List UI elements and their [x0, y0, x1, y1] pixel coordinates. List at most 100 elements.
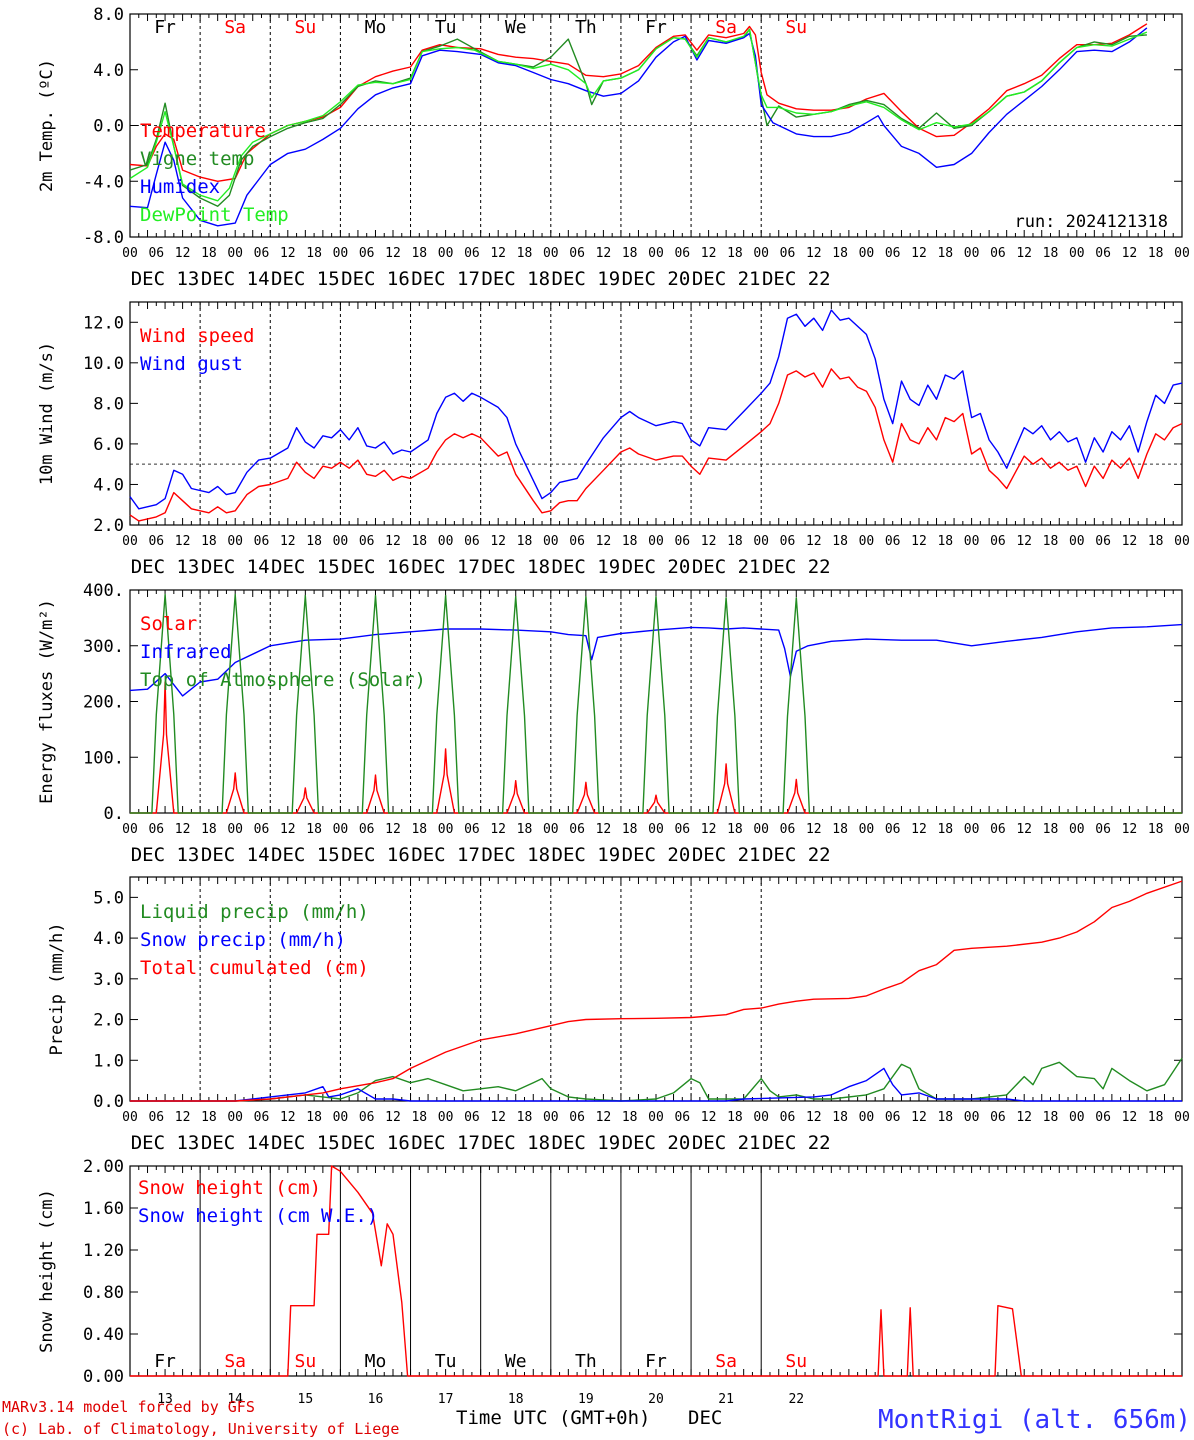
weekday-label: Su	[294, 1351, 316, 1372]
hour-tick-label: 00	[1069, 822, 1085, 837]
y-tick-label: 4.0	[93, 61, 124, 81]
hour-tick-label: 12	[490, 822, 506, 837]
day-number-label: 13	[157, 1392, 173, 1407]
date-label: DEC 22	[762, 268, 831, 290]
hour-tick-label: 00	[227, 1110, 243, 1125]
hour-tick-label: 00	[753, 246, 769, 261]
day-number-label: 19	[578, 1392, 594, 1407]
hour-tick-label: 00	[227, 822, 243, 837]
y-tick-label: 10.0	[83, 354, 124, 374]
hour-tick-label: 18	[1043, 246, 1059, 261]
day-number-label: 17	[438, 1392, 454, 1407]
hour-tick-label: 12	[1122, 1110, 1138, 1125]
date-label: DEC 15	[271, 268, 340, 290]
date-label: DEC 15	[271, 556, 340, 578]
lab-credit: (c) Lab. of Climatology, University of L…	[2, 1420, 399, 1438]
hour-tick-label: 18	[517, 1110, 533, 1125]
hour-tick-label: 06	[569, 534, 585, 549]
hour-tick-label: 06	[990, 246, 1006, 261]
panel-4: 5.0 4.0 3.0 2.0 1.0 0.0 Precip (mm/h) 00 06 12 18 0…	[47, 876, 1190, 1154]
y-tick-label: 4.0	[93, 929, 124, 949]
date-label: DEC 17	[411, 844, 480, 866]
hour-tick-label: 18	[517, 246, 533, 261]
hour-tick-label: 12	[175, 1110, 191, 1125]
y-tick-label: 5.0	[93, 888, 124, 908]
hour-tick-label: 00	[438, 534, 454, 549]
hour-tick-label: 12	[280, 534, 296, 549]
hour-tick-label: 06	[780, 534, 796, 549]
day-number-label: 14	[227, 1392, 243, 1407]
hour-tick-label: 18	[411, 822, 427, 837]
date-label: DEC 22	[762, 844, 831, 866]
legend-entry: Infrared	[140, 641, 232, 663]
panel-3: 400. 300. 200. 100. 0. Energy fluxes (W/m²) 00…	[37, 581, 1190, 866]
hour-tick-label: 12	[280, 246, 296, 261]
series-line-liquid-precip-mm-h-	[130, 1057, 1183, 1102]
hour-tick-label: 18	[622, 246, 638, 261]
day-number-label: 18	[508, 1392, 524, 1407]
y-tick-label: 8.0	[93, 5, 124, 25]
hour-tick-label: 06	[359, 822, 375, 837]
date-label: DEC 19	[552, 1132, 621, 1154]
hour-tick-label: 12	[280, 1110, 296, 1125]
day-number-label: 21	[718, 1392, 734, 1407]
date-label: DEC 20	[622, 1132, 691, 1154]
hour-tick-label: 06	[569, 822, 585, 837]
hour-tick-label: 18	[937, 534, 953, 549]
hour-tick-label: 00	[964, 246, 980, 261]
y-axis-label: 2m Temp. (ºC)	[37, 59, 57, 192]
hour-tick-label: 00	[964, 822, 980, 837]
plot-frame	[129, 589, 1183, 814]
hour-tick-label: 12	[911, 246, 927, 261]
hour-tick-label: 18	[1043, 534, 1059, 549]
hour-tick-label: 12	[490, 246, 506, 261]
date-label: DEC 21	[692, 1132, 761, 1154]
hour-tick-label: 18	[727, 246, 743, 261]
y-tick-label: 2.0	[93, 1011, 124, 1031]
date-label: DEC 20	[622, 268, 691, 290]
hour-tick-label: 00	[543, 1110, 559, 1125]
weekday-label: Sa	[715, 1351, 737, 1372]
hour-tick-label: 12	[385, 534, 401, 549]
hour-tick-label: 12	[911, 534, 927, 549]
hour-tick-label: 18	[201, 1110, 217, 1125]
weekday-label: Fr	[154, 1351, 176, 1372]
hour-tick-label: 12	[806, 246, 822, 261]
hour-tick-label: 18	[1043, 1110, 1059, 1125]
hour-tick-label: 06	[990, 534, 1006, 549]
series-line-dewpoint-temp	[129, 28, 1148, 202]
hour-tick-label: 18	[306, 1110, 322, 1125]
date-label: DEC 14	[201, 844, 270, 866]
hour-tick-label: 06	[990, 822, 1006, 837]
hour-tick-label: 12	[385, 1110, 401, 1125]
weekday-label: Su	[785, 1351, 807, 1372]
date-label: DEC 17	[411, 1132, 480, 1154]
hour-tick-label: 18	[832, 534, 848, 549]
hour-tick-label: 18	[201, 534, 217, 549]
series-line-snow-height-cm-	[130, 1165, 1182, 1377]
hour-tick-label: 00	[1174, 534, 1190, 549]
hour-tick-label: 00	[333, 822, 349, 837]
hour-tick-label: 18	[832, 246, 848, 261]
hour-tick-label: 06	[148, 534, 164, 549]
hour-tick-label: 06	[569, 246, 585, 261]
weekday-label: Sa	[224, 17, 246, 38]
legend-entry: Top of Atmosphere (Solar)	[140, 669, 426, 691]
weekday-label: Su	[294, 17, 316, 38]
hour-tick-label: 18	[622, 822, 638, 837]
hour-tick-label: 06	[254, 246, 270, 261]
y-tick-label: 1.60	[83, 1199, 124, 1219]
y-tick-label: 1.0	[93, 1051, 124, 1071]
hour-tick-label: 18	[201, 246, 217, 261]
time-axis-label: Time UTC (GMT+0h)	[456, 1407, 650, 1429]
hour-tick-label: 00	[333, 1110, 349, 1125]
hour-tick-label: 06	[359, 246, 375, 261]
hour-tick-label: 00	[648, 822, 664, 837]
hour-tick-label: 18	[1148, 1110, 1164, 1125]
weekday-label: We	[505, 17, 527, 38]
panel-1: 8.0 4.0 0.0 -4.0 -8.0 2m Temp. (ºC) 00 06 12 18 00…	[37, 5, 1190, 290]
hour-tick-label: 00	[859, 534, 875, 549]
hour-tick-label: 18	[727, 1110, 743, 1125]
hour-tick-label: 00	[1174, 822, 1190, 837]
hour-tick-label: 06	[780, 1110, 796, 1125]
